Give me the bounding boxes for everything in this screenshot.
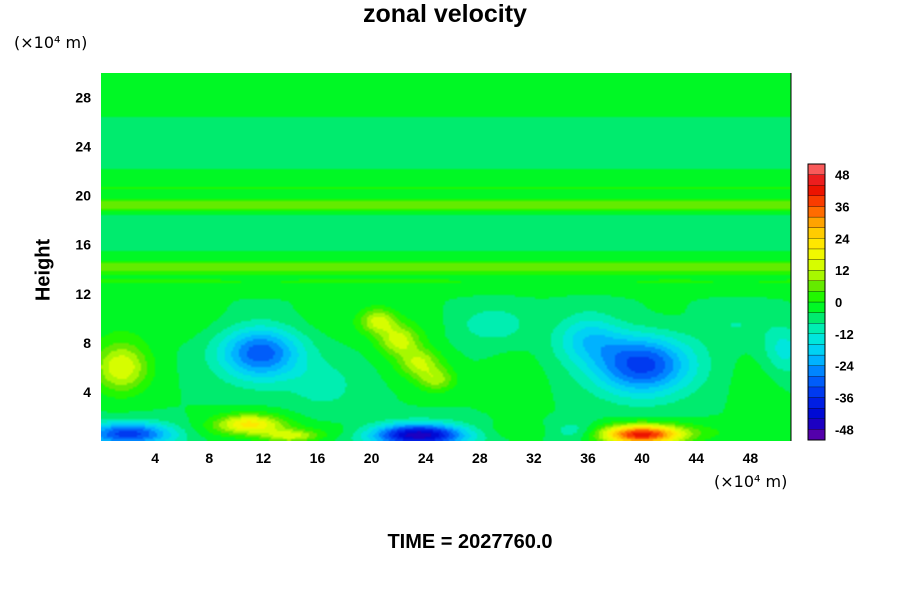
x-tick-label: 12 — [256, 450, 272, 466]
colorbar-tick-label: -24 — [835, 359, 855, 374]
colorbar-segment — [807, 323, 826, 334]
y-axis-ticks: 4 8 12 16 20 24 28 — [75, 90, 91, 400]
colorbar-segment — [807, 216, 826, 228]
colorbar-frame — [807, 163, 826, 441]
colorbar-segment — [807, 195, 826, 207]
colorbar-segment — [807, 270, 826, 281]
colorbar — [807, 163, 826, 441]
time-label: TIME = 2027760.0 — [387, 531, 553, 553]
y-tick-label: 24 — [75, 139, 91, 155]
colorbar-segment — [807, 408, 826, 419]
colorbar-tick-label: -36 — [835, 391, 854, 406]
colorbar-segment — [807, 397, 826, 409]
colorbar-segment — [807, 238, 826, 250]
y-tick-label: 12 — [75, 286, 91, 302]
x-tick-label: 28 — [472, 450, 488, 466]
x-tick-label: 8 — [205, 450, 213, 466]
colorbar-tick-label: 12 — [835, 263, 849, 278]
x-axis-unit: (×10⁴ m) — [714, 472, 788, 491]
colorbar-segment — [807, 354, 826, 366]
y-tick-label: 8 — [83, 335, 91, 351]
colorbar-segment — [807, 185, 826, 196]
velocity-field — [101, 73, 791, 441]
colorbar-segment — [807, 280, 826, 292]
colorbar-segment — [807, 386, 826, 398]
colorbar-segment — [807, 429, 826, 441]
y-tick-label: 16 — [75, 237, 91, 253]
colorbar-segment — [807, 301, 826, 313]
colorbar-segment — [807, 365, 826, 377]
colorbar-segment — [807, 206, 826, 218]
colorbar-segment — [807, 312, 826, 324]
x-tick-label: 40 — [634, 450, 650, 466]
x-tick-label: 36 — [580, 450, 596, 466]
chart-title: zonal velocity — [363, 0, 527, 28]
colorbar-segment — [807, 344, 826, 356]
colorbar-tick-label: 24 — [835, 231, 850, 246]
y-tick-label: 28 — [75, 90, 91, 106]
x-tick-label: 24 — [418, 450, 434, 466]
x-tick-label: 20 — [364, 450, 380, 466]
y-axis-unit: (×10⁴ m) — [14, 33, 88, 52]
colorbar-segment — [807, 248, 826, 260]
x-axis-ticks: 4 8 12 16 20 24 28 32 36 40 44 48 — [151, 450, 758, 466]
y-tick-label: 20 — [75, 188, 91, 204]
colorbar-ticks: 48 36 24 12 0 -12 -24 -36 -48 — [835, 168, 855, 438]
colorbar-tick-label: -12 — [835, 327, 854, 342]
x-tick-label: 4 — [151, 450, 159, 466]
colorbar-segment — [807, 291, 826, 303]
colorbar-segment — [807, 376, 826, 388]
colorbar-tick-label: 0 — [835, 295, 842, 310]
colorbar-segment — [807, 418, 826, 430]
colorbar-tick-label: -48 — [835, 422, 854, 437]
colorbar-tick-label: 36 — [835, 199, 849, 214]
y-tick-label: 4 — [83, 384, 91, 400]
colorbar-segment — [807, 174, 826, 186]
x-tick-label: 16 — [310, 450, 326, 466]
colorbar-segment — [807, 333, 826, 345]
colorbar-segment — [807, 227, 826, 239]
colorbar-segment — [807, 163, 826, 175]
colorbar-tick-label: 48 — [835, 168, 849, 183]
x-tick-label: 32 — [526, 450, 542, 466]
x-tick-label: 48 — [743, 450, 759, 466]
colorbar-segment — [807, 259, 826, 271]
x-tick-label: 44 — [689, 450, 705, 466]
